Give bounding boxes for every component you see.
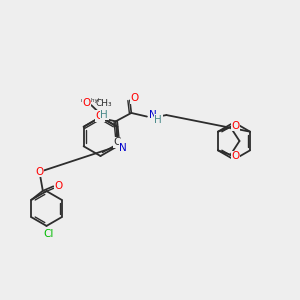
Text: N: N: [119, 143, 127, 153]
Text: O: O: [96, 111, 104, 121]
Text: O: O: [35, 167, 44, 177]
Text: O: O: [82, 98, 90, 108]
Text: N: N: [149, 110, 157, 120]
Text: methyl: methyl: [81, 98, 100, 103]
Text: O: O: [131, 93, 139, 103]
Text: O: O: [232, 121, 240, 131]
Text: O: O: [232, 151, 240, 161]
Text: H: H: [154, 115, 162, 125]
Text: H: H: [100, 110, 108, 120]
Text: Cl: Cl: [44, 229, 54, 239]
Text: C: C: [113, 137, 121, 147]
Text: CH₃: CH₃: [95, 98, 112, 107]
Text: O: O: [54, 181, 63, 191]
